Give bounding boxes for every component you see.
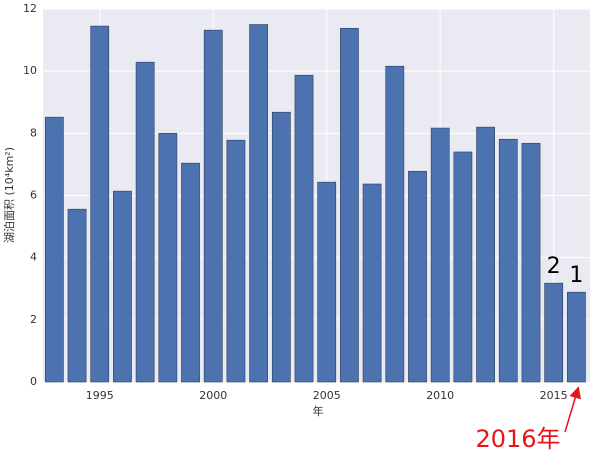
bar bbox=[44, 116, 64, 383]
x-tick-label: 1995 bbox=[86, 389, 114, 402]
x-tick-label: 2015 bbox=[540, 389, 568, 402]
annotation-note: 2016年 bbox=[475, 425, 560, 453]
bar bbox=[67, 208, 87, 383]
bar bbox=[226, 139, 246, 383]
bar bbox=[430, 127, 450, 383]
y-tick-label: 10 bbox=[23, 64, 37, 77]
bar bbox=[340, 27, 359, 383]
bar bbox=[249, 24, 269, 383]
bar bbox=[294, 74, 314, 383]
x-tick-label: 2000 bbox=[199, 389, 227, 402]
bar bbox=[181, 162, 200, 383]
bar bbox=[453, 151, 473, 383]
bar bbox=[203, 29, 223, 383]
bar bbox=[385, 65, 405, 383]
bar bbox=[317, 181, 337, 383]
bar bbox=[498, 138, 518, 383]
bar bbox=[476, 126, 495, 383]
bar bbox=[113, 190, 132, 383]
annotation: 2 bbox=[547, 254, 561, 279]
y-tick-label: 4 bbox=[30, 251, 37, 264]
x-tick-label: 2010 bbox=[426, 389, 454, 402]
annotation: 1 bbox=[569, 263, 583, 288]
bar bbox=[567, 291, 586, 383]
bar bbox=[90, 25, 110, 383]
y-axis-label: 湖泊面积 (10⁴km²) bbox=[3, 147, 16, 243]
y-tick-label: 0 bbox=[30, 375, 37, 388]
bar bbox=[521, 142, 541, 383]
bar bbox=[362, 183, 382, 383]
bar bbox=[408, 170, 427, 383]
y-tick-label: 8 bbox=[30, 126, 37, 139]
y-tick-label: 2 bbox=[30, 313, 37, 326]
y-tick-label: 6 bbox=[30, 189, 37, 202]
x-tick-label: 2005 bbox=[313, 389, 341, 402]
bar bbox=[544, 282, 564, 383]
bar bbox=[158, 133, 178, 383]
arrow bbox=[564, 386, 582, 433]
bar bbox=[271, 111, 291, 383]
bar bbox=[135, 61, 155, 383]
y-tick-label: 12 bbox=[23, 2, 37, 15]
x-axis-label: 年 bbox=[313, 404, 324, 418]
